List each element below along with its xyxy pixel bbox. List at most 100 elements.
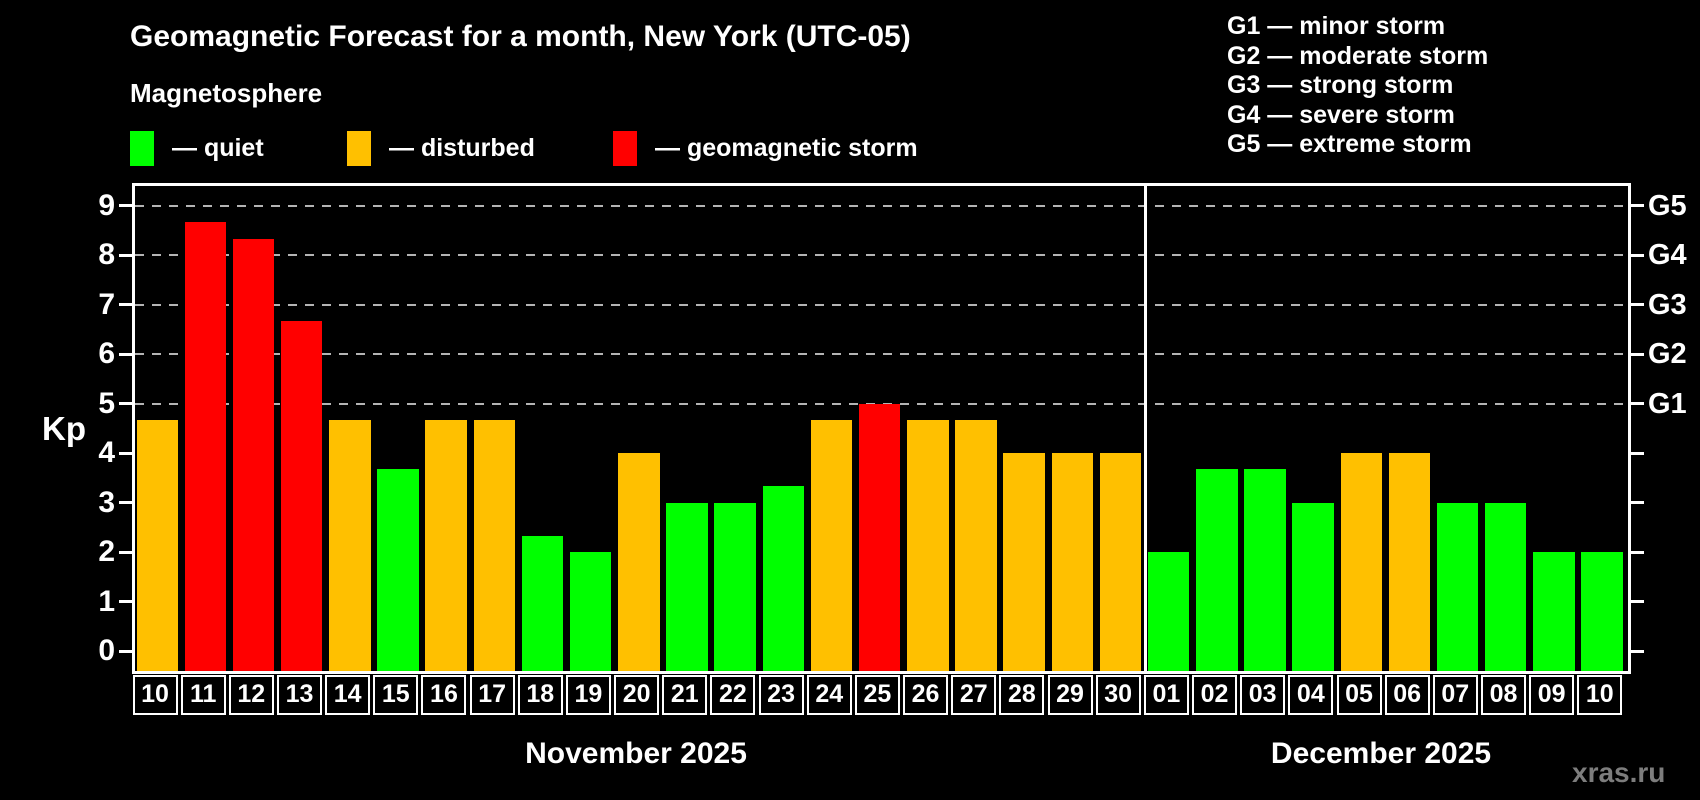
y-axis-tick-label: 4 bbox=[98, 436, 115, 469]
g-level-gridline bbox=[135, 353, 1628, 355]
date-box: 13 bbox=[276, 675, 322, 715]
kp-bar bbox=[329, 419, 371, 671]
g-level-gridline bbox=[135, 303, 1628, 306]
kp-bar bbox=[280, 320, 323, 671]
date-box: 28 bbox=[999, 675, 1045, 715]
g-level-label: G1 bbox=[1648, 387, 1687, 420]
x-axis-date-row: 10 11 12 13 14 15 16 17 18 19 20 21 22 23 24 25 26 27 28 29… bbox=[132, 675, 1625, 715]
y-axis-tick bbox=[119, 550, 132, 554]
kp-bar bbox=[1340, 453, 1382, 671]
y-axis-tick bbox=[1631, 550, 1644, 554]
y-axis-tick bbox=[119, 253, 132, 257]
quiet-color-swatch bbox=[130, 131, 154, 166]
y-axis-tick bbox=[119, 600, 132, 603]
kp-bar bbox=[1484, 502, 1527, 671]
date-box: 12 bbox=[228, 675, 274, 715]
y-axis-tick bbox=[1631, 649, 1644, 653]
y-axis-tick-label: 1 bbox=[98, 584, 115, 618]
g-legend-line: G3 — strong storm bbox=[1227, 71, 1454, 99]
y-axis-tick-label: 9 bbox=[98, 188, 115, 222]
kp-bar bbox=[184, 221, 227, 671]
y-axis-tick-label: 3 bbox=[98, 485, 115, 519]
kp-bar bbox=[569, 552, 612, 671]
date-box: 18 bbox=[517, 675, 563, 715]
date-box: 26 bbox=[903, 675, 949, 715]
date-box: 29 bbox=[1047, 675, 1093, 715]
date-box: 21 bbox=[662, 675, 708, 715]
page-title: Geomagnetic Forecast for a month, New Yo… bbox=[130, 20, 911, 53]
date-box: 30 bbox=[1095, 675, 1141, 715]
g-level-gridline bbox=[135, 254, 1628, 256]
kp-bar bbox=[136, 419, 178, 671]
date-box: 11 bbox=[180, 675, 226, 715]
month-divider bbox=[1143, 186, 1147, 671]
date-box: 10 bbox=[1577, 675, 1623, 715]
kp-bar bbox=[1388, 453, 1431, 671]
date-box: 04 bbox=[1288, 675, 1334, 715]
legend-label-disturbed: — disturbed bbox=[389, 134, 535, 162]
kp-bar bbox=[1436, 502, 1479, 671]
date-box: 22 bbox=[710, 675, 756, 715]
legend-label-storm: — geomagnetic storm bbox=[655, 134, 918, 162]
kp-bar bbox=[1003, 453, 1045, 671]
y-axis-tick bbox=[1631, 451, 1644, 455]
kp-bar bbox=[1244, 469, 1286, 671]
y-axis-tick-label: 5 bbox=[98, 386, 115, 420]
g-legend-line: G5 — extreme storm bbox=[1227, 130, 1472, 158]
legend-item-quiet: — quiet bbox=[130, 131, 264, 166]
date-box: 07 bbox=[1432, 675, 1478, 715]
date-box: 01 bbox=[1143, 675, 1189, 715]
y-axis-tick bbox=[1631, 204, 1644, 207]
y-axis-tick bbox=[1631, 600, 1644, 603]
y-axis-tick-label: 7 bbox=[98, 287, 115, 321]
y-axis-tick bbox=[119, 303, 132, 306]
y-axis-tick bbox=[1631, 253, 1644, 257]
kp-bar bbox=[473, 419, 516, 671]
xras-watermark-link[interactable]: xras.ru bbox=[1572, 757, 1666, 788]
g-level-label: G4 bbox=[1648, 239, 1687, 271]
kp-bar bbox=[955, 419, 997, 671]
g-level-label: G2 bbox=[1648, 338, 1687, 370]
date-box: 08 bbox=[1480, 675, 1526, 715]
date-box: 03 bbox=[1240, 675, 1286, 715]
kp-bar bbox=[1581, 552, 1623, 671]
kp-bar bbox=[425, 419, 467, 671]
magnetosphere-subtitle: Magnetosphere bbox=[130, 78, 323, 108]
date-box: 09 bbox=[1529, 675, 1575, 715]
y-axis-tick bbox=[1631, 303, 1644, 306]
g-legend-line: G4 — severe storm bbox=[1227, 100, 1455, 129]
date-box: 24 bbox=[806, 675, 852, 715]
kp-bar bbox=[762, 486, 805, 671]
y-axis-tick-label: 8 bbox=[98, 238, 115, 271]
date-box: 06 bbox=[1384, 675, 1430, 715]
kp-bar bbox=[666, 502, 708, 671]
y-axis-tick bbox=[119, 451, 132, 455]
legend-label-quiet: — quiet bbox=[172, 134, 264, 162]
month-label-november: November 2025 bbox=[525, 737, 747, 770]
date-box: 02 bbox=[1192, 675, 1238, 715]
y-axis-tick bbox=[119, 649, 132, 653]
g-level-label: G3 bbox=[1648, 288, 1687, 321]
kp-bar bbox=[1147, 552, 1190, 671]
y-axis-tick-label: 6 bbox=[98, 337, 115, 370]
kp-bar bbox=[232, 238, 275, 671]
kp-bar bbox=[618, 453, 660, 671]
date-box: 05 bbox=[1336, 675, 1382, 715]
storm-color-swatch bbox=[613, 131, 637, 166]
kp-bar bbox=[714, 502, 756, 671]
kp-bar bbox=[521, 535, 564, 671]
y-axis-tick bbox=[1631, 501, 1644, 504]
date-box: 10 bbox=[132, 675, 178, 715]
kp-bar bbox=[907, 419, 949, 671]
kp-bar bbox=[377, 469, 419, 671]
legend-item-disturbed: — disturbed bbox=[347, 131, 535, 166]
month-label-december: December 2025 bbox=[1270, 737, 1492, 770]
kp-bar bbox=[1196, 469, 1238, 671]
y-axis-title: Kp bbox=[42, 410, 86, 447]
y-axis-tick-label: 0 bbox=[98, 634, 115, 667]
g-scale-legend: G1 — minor storm G2 — moderate storm G3 — … bbox=[1227, 12, 1488, 160]
kp-bar bbox=[1292, 502, 1334, 671]
y-axis-tick bbox=[119, 352, 132, 356]
kp-bar bbox=[1099, 453, 1142, 671]
